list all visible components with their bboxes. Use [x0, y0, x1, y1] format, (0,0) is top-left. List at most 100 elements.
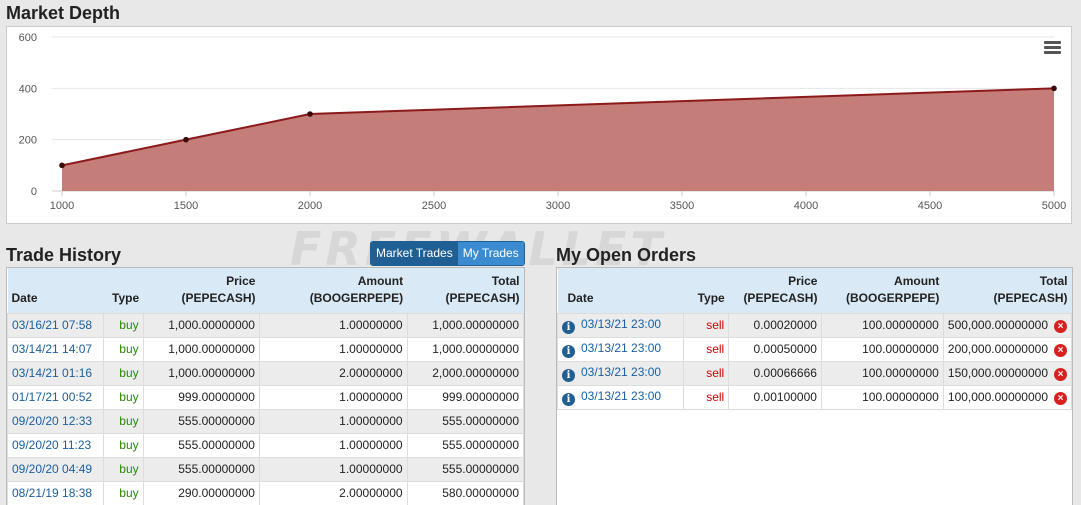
cancel-order-icon[interactable]: ×	[1054, 367, 1067, 381]
y-tick-label: 600	[19, 32, 37, 44]
x-tick-label: 3500	[670, 200, 694, 212]
col-price: Price (PEPECASH)	[181, 273, 256, 305]
order-price: 0.00066666	[728, 360, 822, 386]
trade-price: 1,000.00000000	[142, 312, 260, 338]
trade-type: buy	[102, 456, 144, 482]
my-trades-button[interactable]: My Trades	[457, 242, 524, 265]
order-type: sell	[683, 384, 730, 410]
order-price: 0.00020000	[728, 312, 822, 338]
trade-price: 555.00000000	[142, 432, 260, 458]
table-row: 01/17/21 00:52 buy 999.00000000 1.00000000 9…	[7, 384, 525, 410]
order-date-cell: i 03/13/21 23:00	[556, 384, 685, 410]
depth-chart-svg: 0 200 400 600 1000 1500 2000 2500 3000 3500 4000 45…	[19, 32, 1067, 212]
cancel-order-icon[interactable]: ×	[1054, 391, 1067, 405]
trade-amount: 2.00000000	[258, 480, 408, 505]
col-total: Total (PEPECASH)	[993, 273, 1068, 305]
trade-amount: 1.00000000	[258, 408, 408, 434]
col-total: Total (PEPECASH)	[445, 273, 520, 305]
table-row: i 03/13/21 23:00 sell 0.00066666 100.0000000…	[556, 360, 1073, 386]
trade-date-link[interactable]: 01/17/21 00:52	[7, 384, 104, 410]
depth-point	[1051, 85, 1057, 92]
trade-total: 1,000.00000000	[406, 312, 525, 338]
x-tick-label: 4500	[918, 200, 942, 212]
cancel-order-icon[interactable]: ×	[1054, 319, 1067, 333]
trade-amount: 1.00000000	[258, 336, 408, 362]
trade-price: 555.00000000	[142, 456, 260, 482]
trade-price: 999.00000000	[142, 384, 260, 410]
chart-menu-icon[interactable]	[1044, 41, 1061, 55]
trade-total: 1,000.00000000	[406, 336, 525, 362]
order-type: sell	[683, 360, 730, 386]
trade-date-link[interactable]: 09/20/20 04:49	[7, 456, 104, 482]
order-date-link[interactable]: 03/13/21 23:00	[581, 316, 662, 331]
order-total-cell: 200,000.00000000 ×	[942, 336, 1073, 362]
order-total: 150,000.00000000	[947, 365, 1048, 380]
trade-amount: 1.00000000	[258, 384, 408, 410]
market-depth-chart: 0 200 400 600 1000 1500 2000 2500 3000 3500 4000 45…	[6, 26, 1072, 224]
table-row: 09/20/20 11:23 buy 555.00000000 1.00000000 5…	[7, 432, 525, 458]
trade-date-link[interactable]: 03/14/21 01:16	[7, 360, 104, 386]
table-row: i 03/13/21 23:00 sell 0.00100000 100.0000000…	[556, 384, 1073, 410]
trade-date-link[interactable]: 03/16/21 07:58	[7, 312, 104, 338]
trade-amount: 1.00000000	[258, 432, 408, 458]
y-tick-label: 200	[19, 135, 37, 147]
order-total-cell: 150,000.00000000 ×	[942, 360, 1073, 386]
trade-amount: 2.00000000	[258, 360, 408, 386]
order-price: 0.00100000	[728, 384, 822, 410]
table-row: i 03/13/21 23:00 sell 0.00050000 100.0000000…	[556, 336, 1073, 362]
trade-price: 555.00000000	[142, 408, 260, 434]
trade-date-link[interactable]: 09/20/20 11:23	[7, 432, 104, 458]
order-type: sell	[683, 312, 730, 338]
table-row: 03/14/21 14:07 buy 1,000.00000000 1.0000000…	[7, 336, 525, 362]
table-row: 09/20/20 12:33 buy 555.00000000 1.00000000 5…	[7, 408, 525, 434]
market-trades-button[interactable]: Market Trades	[371, 242, 458, 265]
trade-type: buy	[102, 384, 144, 410]
col-type: Type	[112, 290, 140, 305]
order-date-link[interactable]: 03/13/21 23:00	[581, 364, 662, 379]
col-type: Type	[697, 290, 725, 305]
trade-total: 580.00000000	[406, 480, 525, 505]
trade-total: 555.00000000	[406, 432, 525, 458]
trade-type: buy	[102, 336, 144, 362]
col-amount: Amount (BOOGERPEPE)	[309, 273, 404, 305]
order-total-cell: 100,000.00000000 ×	[942, 384, 1073, 410]
order-total: 200,000.00000000	[947, 341, 1048, 356]
y-tick-label: 400	[19, 83, 37, 95]
x-tick-label: 5000	[1042, 200, 1066, 212]
table-row: 03/14/21 01:16 buy 1,000.00000000 2.0000000…	[7, 360, 525, 386]
trade-price: 1,000.00000000	[142, 360, 260, 386]
info-icon[interactable]: i	[562, 344, 575, 358]
table-header-row: Date Type Price (PEPECASH) Amount (BOOGERP…	[7, 268, 524, 313]
table-header-row: Date Type Price (PEPECASH) Amount (BOOGERP…	[557, 268, 1072, 313]
trades-toggle: Market Trades My Trades	[370, 241, 525, 266]
x-tick-label: 3000	[546, 200, 570, 212]
order-total-cell: 500,000.00000000 ×	[942, 312, 1073, 338]
order-date-link[interactable]: 03/13/21 23:00	[581, 388, 662, 403]
order-amount: 100.00000000	[820, 336, 944, 362]
x-tick-label: 1500	[174, 200, 198, 212]
info-icon[interactable]: i	[562, 392, 575, 406]
order-amount: 100.00000000	[820, 384, 944, 410]
trade-amount: 1.00000000	[258, 456, 408, 482]
trade-total: 555.00000000	[406, 408, 525, 434]
trade-amount: 1.00000000	[258, 312, 408, 338]
info-icon[interactable]: i	[562, 368, 575, 382]
trade-date-link[interactable]: 09/20/20 12:33	[7, 408, 104, 434]
trade-history-table: Date Type Price (PEPECASH) Amount (BOOGERP…	[6, 267, 525, 505]
col-price: Price (PEPECASH)	[743, 273, 818, 305]
y-tick-label: 0	[31, 186, 37, 198]
cancel-order-icon[interactable]: ×	[1054, 343, 1067, 357]
trade-date-link[interactable]: 08/21/19 18:38	[7, 480, 104, 505]
order-date-cell: i 03/13/21 23:00	[556, 360, 685, 386]
trade-total: 2,000.00000000	[406, 360, 525, 386]
table-row: i 03/13/21 23:00 sell 0.00020000 100.0000000…	[556, 312, 1073, 338]
col-date: Date	[567, 290, 594, 305]
info-icon[interactable]: i	[562, 320, 575, 334]
order-date-link[interactable]: 03/13/21 23:00	[581, 340, 662, 355]
order-total: 100,000.00000000	[947, 389, 1048, 404]
trade-date-link[interactable]: 03/14/21 14:07	[7, 336, 104, 362]
depth-line	[61, 87, 1055, 167]
open-orders-title: My Open Orders	[556, 245, 697, 265]
trade-type: buy	[102, 480, 144, 505]
order-date-cell: i 03/13/21 23:00	[556, 312, 685, 338]
